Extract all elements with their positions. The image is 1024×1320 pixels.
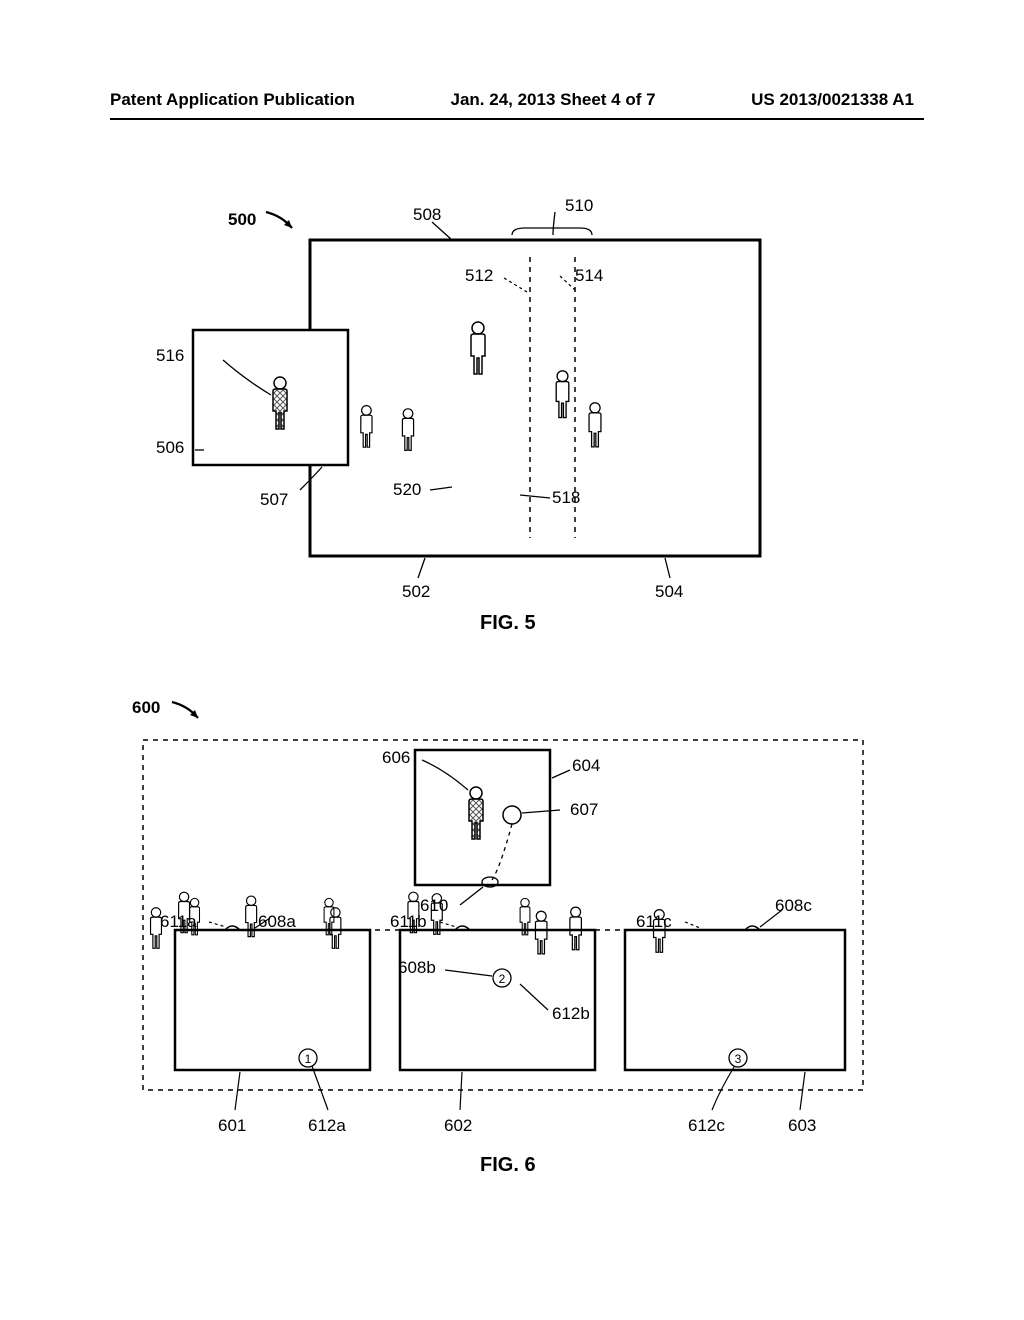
ref-520: 520 (393, 480, 421, 500)
ref-608b: 608b (398, 958, 436, 978)
ref-601: 601 (218, 1116, 246, 1136)
ref-512: 512 (465, 266, 493, 286)
svg-text:2: 2 (499, 972, 506, 986)
page-header: Patent Application Publication Jan. 24, … (0, 90, 1024, 110)
ref-516: 516 (156, 346, 184, 366)
ref-500: 500 (228, 210, 256, 230)
ref-611c: 611c (636, 912, 672, 932)
header-center: Jan. 24, 2013 Sheet 4 of 7 (451, 90, 656, 110)
ref-612c: 612c (688, 1116, 725, 1136)
fig6-label: FIG. 6 (480, 1154, 536, 1177)
svg-text:1: 1 (305, 1052, 312, 1066)
ref-504: 504 (655, 582, 683, 602)
fig5-arrow-icon (264, 210, 298, 234)
ref-608a: 608a (258, 912, 296, 932)
ref-603: 603 (788, 1116, 816, 1136)
ref-612b: 612b (552, 1004, 590, 1024)
ref-608c: 608c (775, 896, 812, 916)
fig5-label: FIG. 5 (480, 612, 536, 635)
svg-text:3: 3 (735, 1052, 742, 1066)
ref-604: 604 (572, 756, 600, 776)
ref-506: 506 (156, 438, 184, 458)
ref-508: 508 (413, 205, 441, 225)
ref-600: 600 (132, 698, 160, 718)
header-left: Patent Application Publication (110, 90, 355, 110)
header-rule (110, 118, 924, 120)
ref-607: 607 (570, 800, 598, 820)
ref-502: 502 (402, 582, 430, 602)
ref-611b: 611b (390, 912, 427, 932)
ref-518: 518 (552, 488, 580, 508)
ref-611a: 611a (160, 912, 197, 932)
ref-514: 514 (575, 266, 603, 286)
fig6-arrow-icon (170, 700, 204, 724)
ref-606: 606 (382, 748, 410, 768)
ref-602: 602 (444, 1116, 472, 1136)
ref-507: 507 (260, 490, 288, 510)
header-right: US 2013/0021338 A1 (751, 90, 914, 110)
ref-612a: 612a (308, 1116, 346, 1136)
ref-510: 510 (565, 196, 593, 216)
fig6-svg: 1 2 3 (0, 680, 1024, 1150)
